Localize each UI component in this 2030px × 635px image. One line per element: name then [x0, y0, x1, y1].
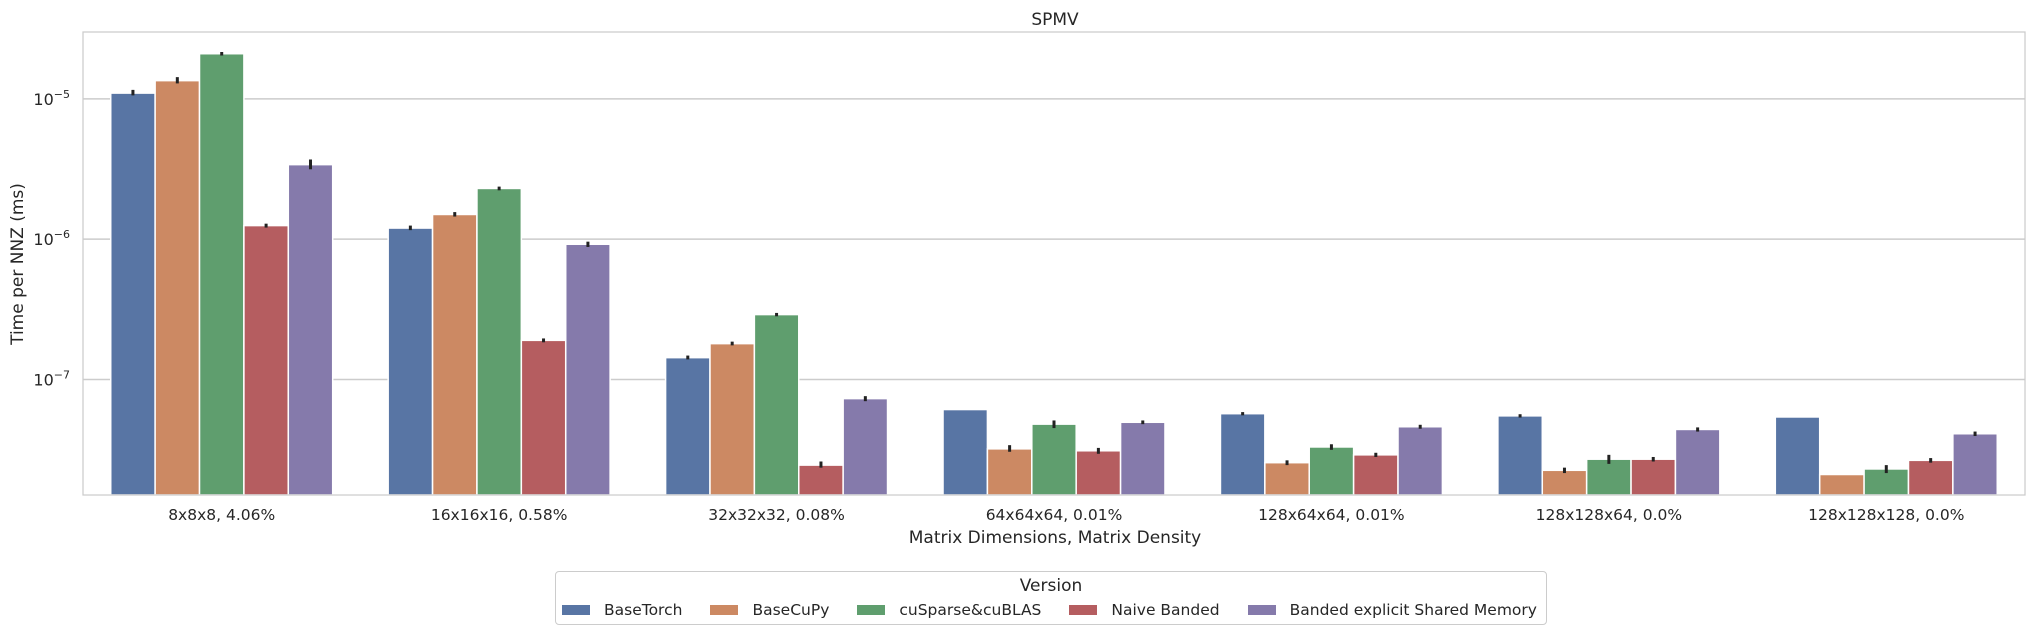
bar [1352, 454, 1399, 496]
legend-label: Banded explicit Shared Memory [1289, 601, 1537, 619]
legend-swatch [710, 605, 739, 615]
legend-swatch [1247, 605, 1276, 615]
bar [1219, 412, 1266, 496]
bar [942, 408, 989, 496]
bar [431, 213, 478, 496]
x-tick-label: 16x16x16, 0.58% [431, 506, 568, 524]
chart-title: SPMV [1031, 10, 1079, 30]
bars [109, 52, 1999, 496]
legend-item: cuSparse&cuBLAS [857, 601, 1041, 619]
y-tick-label: 10−5 [33, 88, 70, 109]
gridlines [83, 98, 2025, 381]
bar [243, 224, 290, 496]
legend-items: BaseTorch BaseCuPy cuSparse&cuBLAS Naive Ba… [562, 601, 1537, 619]
x-tick-label: 64x64x64, 0.01% [986, 506, 1123, 524]
legend-label: Naive Banded [1111, 601, 1220, 619]
legend-swatch [562, 605, 590, 615]
plot-area [82, 31, 2026, 496]
bar [1031, 423, 1077, 496]
y-axis-label: Time per NNZ (ms) [8, 183, 28, 346]
y-tick-label: 10−6 [33, 228, 70, 249]
bar [1674, 428, 1721, 496]
y-tick-label: 10−7 [33, 368, 70, 389]
bar [1630, 458, 1677, 496]
bar [664, 356, 711, 496]
legend-label: BaseCuPy [752, 601, 830, 619]
legend-swatch [857, 605, 886, 615]
bar [1264, 461, 1310, 496]
x-tick-label: 128x128x64, 0.0% [1536, 506, 1682, 524]
bar [109, 92, 156, 496]
legend: Version BaseTorch BaseCuPy cuSparse&cuBLAS… [555, 571, 1547, 625]
x-tick-label: 32x32x32, 0.08% [708, 506, 845, 524]
bar [1541, 469, 1588, 496]
bar [1774, 416, 1821, 496]
bar [520, 339, 567, 496]
bar [564, 243, 611, 496]
legend-label: cuSparse&cuBLAS [899, 601, 1042, 619]
y-tick-labels: 10−7 10−6 10−5 [33, 88, 70, 390]
x-tick-label: 8x8x8, 4.06% [168, 506, 275, 524]
x-tick-label: 128x64x64, 0.01% [1258, 506, 1404, 524]
legend-swatch [1069, 605, 1098, 615]
bar [1585, 458, 1632, 496]
x-axis-label: Matrix Dimensions, Matrix Density [909, 528, 1202, 548]
error-bars [131, 52, 1977, 474]
bar [709, 342, 756, 496]
bar [1308, 446, 1355, 496]
legend-title: Version [1019, 576, 1083, 596]
bar [1952, 432, 1999, 496]
bar [753, 313, 800, 496]
bar [154, 79, 201, 496]
bar [1907, 459, 1954, 496]
bar [1075, 450, 1122, 496]
legend-label: BaseTorch [604, 601, 683, 619]
bar [1397, 425, 1444, 496]
bar [1863, 468, 1910, 496]
bar [1818, 473, 1865, 496]
x-tick-label: 128x128x128, 0.0% [1808, 506, 1964, 524]
legend-item: BaseTorch [562, 601, 682, 619]
legend-item: Banded explicit Shared Memory [1247, 601, 1537, 619]
bar [798, 464, 844, 496]
bar [287, 163, 334, 496]
x-tick-labels: 8x8x8, 4.06% 16x16x16, 0.58% 32x32x32, 0.0… [168, 506, 1964, 524]
bar [198, 52, 245, 496]
bar [387, 227, 434, 496]
bar [842, 397, 889, 496]
bar [986, 448, 1033, 496]
legend-item: Naive Banded [1069, 601, 1220, 619]
bar [476, 187, 523, 496]
bar [1497, 415, 1544, 496]
legend-item: BaseCuPy [710, 601, 829, 619]
bar [1119, 421, 1166, 496]
